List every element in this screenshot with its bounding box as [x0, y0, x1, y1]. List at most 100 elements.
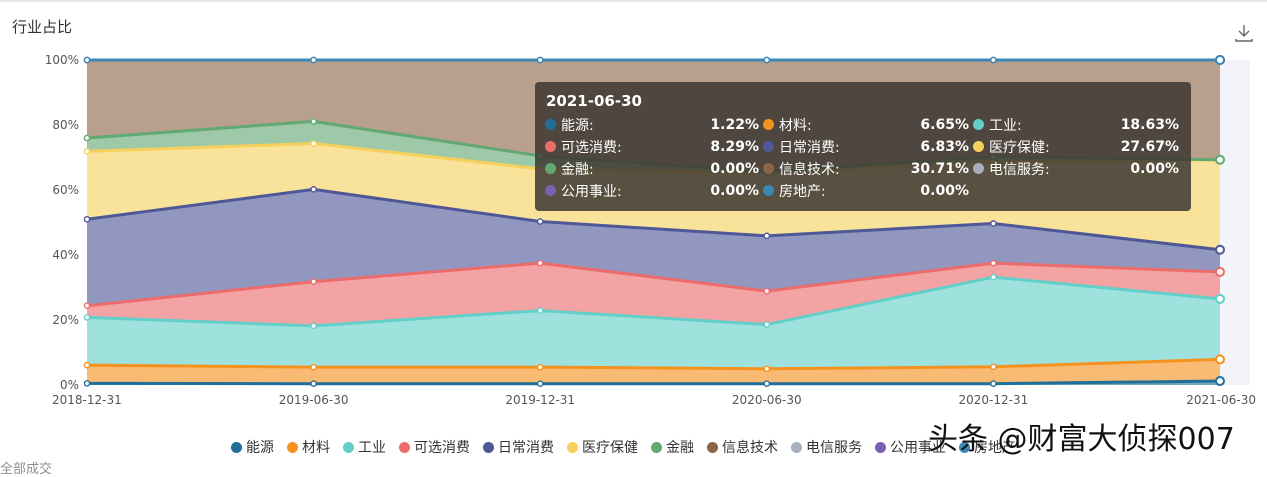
legend-dot: [959, 441, 970, 453]
tooltip-dot: [973, 141, 984, 152]
area-6: [87, 121, 1220, 173]
tooltip-item: 公用事业: 0.00%: [545, 180, 763, 201]
legend-item[interactable]: 公用事业: [875, 437, 946, 457]
tooltip-dot: [763, 119, 774, 130]
legend-item[interactable]: 信息技术: [707, 437, 778, 457]
tooltip-item-value: 27.67%: [1120, 138, 1179, 155]
series-line-4: [86, 187, 1221, 252]
tooltip-dot: [763, 141, 774, 152]
series-point-3-1: [310, 278, 317, 285]
tooltip-item: 信息技术: 30.71%: [763, 158, 973, 179]
tooltip-item-name: 房地产:: [779, 183, 826, 200]
legend-label: 医疗保健: [582, 440, 638, 456]
series-point-3-4: [990, 259, 997, 267]
tooltip-item-name: 材料:: [779, 117, 812, 134]
tooltip-dot: [763, 185, 774, 196]
legend-dot: [875, 441, 886, 453]
tooltip-item: 医疗保健: 27.67%: [973, 136, 1183, 157]
y-tick-label: 60%: [52, 183, 79, 197]
series-point-0-5: [1215, 376, 1225, 387]
tooltip-item-name: 信息技术:: [779, 161, 840, 178]
tooltip-item-name: 能源:: [561, 117, 594, 134]
tooltip-item: 房地产: 0.00%: [763, 180, 973, 201]
series-line-3: [86, 261, 1221, 308]
legend-item[interactable]: 医疗保健: [567, 437, 638, 457]
tooltip-item-value: 18.63%: [1120, 116, 1179, 133]
tooltip-item-value: 6.83%: [920, 138, 969, 155]
series-point-4-5: [1215, 244, 1225, 255]
legend-item[interactable]: 材料: [287, 437, 330, 457]
series-point-4-2: [536, 218, 544, 225]
legend-item[interactable]: 工业: [343, 437, 386, 457]
tooltip-item: 工业: 18.63%: [973, 114, 1183, 135]
legend-item[interactable]: 金融: [651, 437, 694, 457]
tooltip-dot: [545, 185, 556, 196]
legend-dot: [231, 441, 242, 453]
series-point-6-1: [310, 118, 317, 125]
series-point-5-1: [310, 140, 317, 147]
legend-label: 公用事业: [890, 440, 946, 456]
series-point-4-3: [763, 232, 771, 240]
legend-label: 工业: [358, 440, 386, 456]
series-line-1: [86, 357, 1221, 371]
legend-dot: [707, 441, 718, 453]
tooltip-dot: [973, 119, 984, 130]
legend-item[interactable]: 能源: [231, 437, 274, 457]
x-tick-label: 2018-12-31: [52, 393, 122, 407]
top-divider: [0, 0, 1267, 2]
chart-title: 行业占比: [12, 18, 73, 36]
series-point-2-5: [1215, 293, 1225, 304]
tooltip-item-value: 8.29%: [710, 138, 759, 155]
tooltip-item-name: 公用事业:: [561, 183, 622, 200]
tooltip-item: 日常消费: 6.83%: [763, 136, 973, 157]
tooltip-item-name: 工业:: [989, 117, 1022, 134]
legend-label: 房地产: [974, 440, 1016, 456]
x-tick-label: 2021-06-30: [1186, 393, 1256, 407]
tooltip-dot: [545, 141, 556, 152]
chart-legend: 能源 材料 工业 可选消费 日常消费 医疗保健 金融 信息技术 电信服务 公用事业 房地产: [231, 437, 1029, 457]
y-tick-label: 100%: [45, 53, 79, 67]
legend-label: 金融: [666, 440, 694, 456]
series-line-2: [86, 275, 1221, 328]
hover-band: [1220, 60, 1250, 385]
series-point-6-0: [83, 134, 91, 142]
legend-item[interactable]: 房地产: [959, 437, 1016, 457]
series-point-10-5: [1215, 55, 1225, 65]
tooltip-item-name: 医疗保健:: [989, 139, 1050, 156]
series-point-3-2: [536, 259, 544, 267]
series-point-2-2: [536, 307, 544, 314]
series-point-4-0: [83, 215, 91, 223]
legend-label: 电信服务: [806, 440, 862, 456]
tooltip-item-value: 0.00%: [920, 182, 969, 199]
series-point-1-2: [536, 363, 544, 371]
x-tick-label: 2020-12-31: [959, 393, 1029, 407]
download-icon[interactable]: [1233, 22, 1255, 44]
legend-label: 可选消费: [414, 440, 470, 456]
tooltip-item: 能源: 1.22%: [545, 114, 763, 135]
series-point-0-4: [990, 380, 997, 388]
series-point-2-4: [990, 273, 997, 281]
legend-item[interactable]: 可选消费: [399, 437, 470, 457]
series-point-2-3: [763, 321, 771, 328]
tooltip-item-value: 1.22%: [710, 116, 759, 133]
legend-item[interactable]: 电信服务: [791, 437, 862, 457]
tooltip-grid: 能源: 1.22% 材料: 6.65% 工业: 18.63% 可选消费: 8.29% 日常消费:…: [545, 114, 1181, 201]
tooltip-item: 材料: 6.65%: [763, 114, 973, 135]
tooltip-item-name: 金融:: [561, 161, 594, 178]
series-point-5-0: [83, 148, 91, 155]
x-tick-label: 2019-06-30: [279, 393, 349, 407]
tooltip-dot: [545, 163, 556, 174]
series-point-1-4: [990, 363, 997, 371]
series-point-4-1: [310, 186, 317, 193]
legend-label: 日常消费: [498, 440, 554, 456]
series-point-0-3: [763, 380, 771, 388]
tooltip-item: 可选消费: 8.29%: [545, 136, 763, 157]
legend-item[interactable]: 日常消费: [483, 437, 554, 457]
y-tick-label: 40%: [52, 248, 79, 262]
legend-dot: [483, 441, 494, 453]
legend-dot: [343, 441, 354, 453]
series-point-10-2: [536, 56, 544, 64]
series-point-3-5: [1215, 266, 1225, 277]
series-line-0: [86, 379, 1221, 386]
tooltip-item-name: 电信服务:: [989, 161, 1050, 178]
